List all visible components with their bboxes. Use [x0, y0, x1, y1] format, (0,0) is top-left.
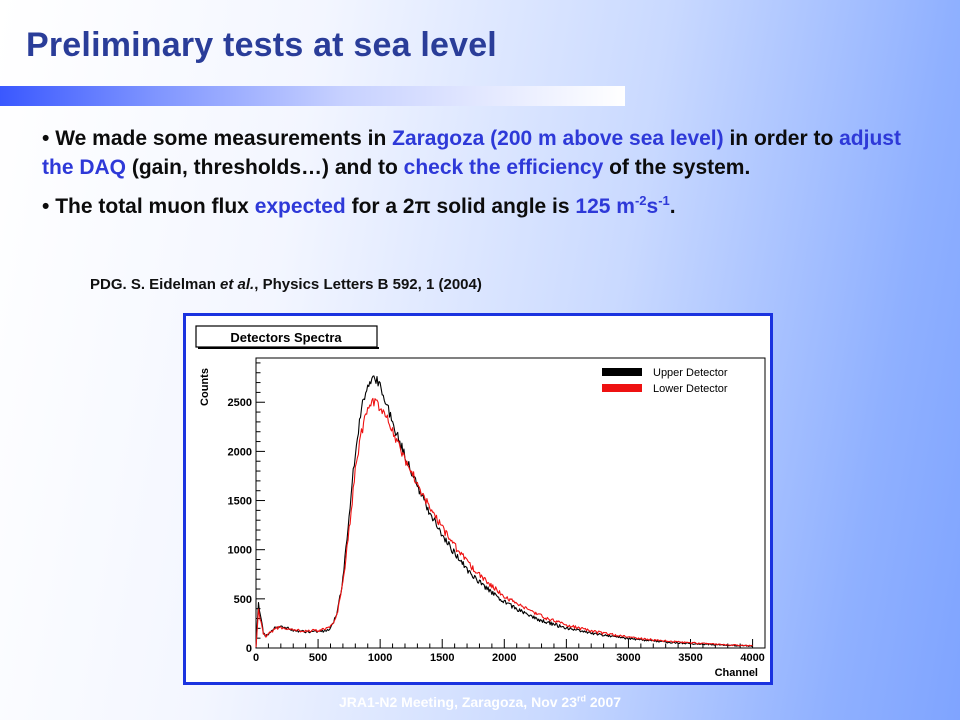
x-tick-label: 500	[309, 652, 327, 664]
ref-text-2: , Physics Letters B 592, 1 (2004)	[254, 276, 482, 293]
bullet-dot: •	[42, 127, 50, 150]
axis-ticks: 0 500 1000 1500 2000 2500 3000 3500 4000 0 500 1000…	[228, 362, 765, 664]
bullet1-highlight-efficiency: check the efficiency	[403, 156, 604, 179]
bullet2-flux-value: 125 m-2s-1	[575, 193, 670, 218]
x-axis-label: Channel	[715, 667, 758, 679]
bullet-measurements: • We made some measurements in Zaragoza …	[42, 124, 922, 182]
y-tick-label: 0	[246, 643, 252, 655]
ref-etal: et al.	[220, 276, 255, 293]
flux-exp-2: -1	[658, 193, 670, 208]
footer-meeting-info: JRA1-N2 Meeting, Zaragoza, Nov 23rd 2007	[0, 694, 960, 710]
bullet2-pi-symbol: π	[414, 195, 431, 218]
bullet1-text-2: in order to	[723, 127, 840, 150]
x-tick-label: 2500	[554, 652, 578, 664]
bullet2-text-4: .	[669, 195, 676, 218]
x-tick-label: 3500	[678, 652, 702, 664]
series-line-lower-detector	[255, 397, 753, 648]
slide-title: Preliminary tests at sea level	[26, 26, 497, 64]
bullet1-text-4: of the system.	[603, 156, 751, 179]
footer-text: JRA1-N2 Meeting, Zaragoza, Nov 23	[338, 694, 577, 710]
bullet2-text-1: The total muon flux	[55, 195, 255, 218]
bullet1-text-3: (gain, thresholds…) and to	[126, 156, 404, 179]
y-tick-label: 2500	[228, 397, 252, 409]
bullet2-text-2: for a 2	[345, 195, 415, 218]
y-axis-label: Counts	[199, 368, 211, 406]
flux-value-base: 125 m	[575, 195, 635, 218]
bullet1-text-1: We made some measurements in	[55, 127, 393, 150]
series-line-upper-detector	[255, 375, 753, 648]
legend-label: Upper Detector	[653, 367, 728, 379]
chart-title-shadow	[198, 347, 379, 349]
legend-label: Lower Detector	[653, 383, 728, 395]
footer-year: 2007	[586, 694, 622, 710]
y-tick-label: 1500	[228, 496, 252, 508]
footer-ordinal: rd	[577, 693, 586, 704]
data-series	[255, 375, 753, 648]
y-tick-label: 2000	[228, 446, 252, 458]
bullet-dot: •	[42, 195, 50, 218]
chart-title: Detectors Spectra	[230, 330, 342, 345]
x-tick-label: 2000	[492, 652, 516, 664]
x-tick-label: 0	[253, 652, 259, 664]
bullet1-highlight-daq: adjust the DAQ	[42, 127, 901, 179]
legend-swatch	[602, 368, 642, 376]
x-tick-label: 4000	[740, 652, 764, 664]
flux-value-s: s	[646, 195, 659, 218]
x-tick-label: 1500	[430, 652, 454, 664]
reference-citation: PDG. S. Eidelman et al., Physics Letters…	[90, 276, 482, 293]
ref-text-1: PDG. S. Eidelman	[90, 276, 221, 293]
chart-legend: Upper Detector Lower Detector	[602, 367, 728, 395]
x-tick-label: 1000	[368, 652, 392, 664]
legend-swatch	[602, 384, 642, 392]
bullet2-text-3: solid angle is	[430, 195, 576, 218]
x-tick-label: 3000	[616, 652, 640, 664]
title-underline-bar	[0, 86, 625, 106]
flux-exp-1: -2	[634, 193, 647, 208]
plot-area	[255, 357, 766, 649]
y-tick-label: 500	[234, 594, 252, 606]
spectrum-chart-frame: Detectors Spectra 0 500 1000 1500 2000 2500 30…	[183, 313, 773, 685]
spectrum-chart: Detectors Spectra 0 500 1000 1500 2000 2500 30…	[195, 325, 766, 679]
bullet2-highlight-expected: expected	[254, 195, 346, 218]
y-tick-label: 1000	[228, 545, 252, 557]
bullet-muon-flux: • The total muon flux expected for a 2π …	[42, 192, 922, 221]
bullet1-highlight-location: Zaragoza (200 m above sea level)	[392, 127, 724, 150]
bullet-list: • We made some measurements in Zaragoza …	[42, 124, 922, 231]
